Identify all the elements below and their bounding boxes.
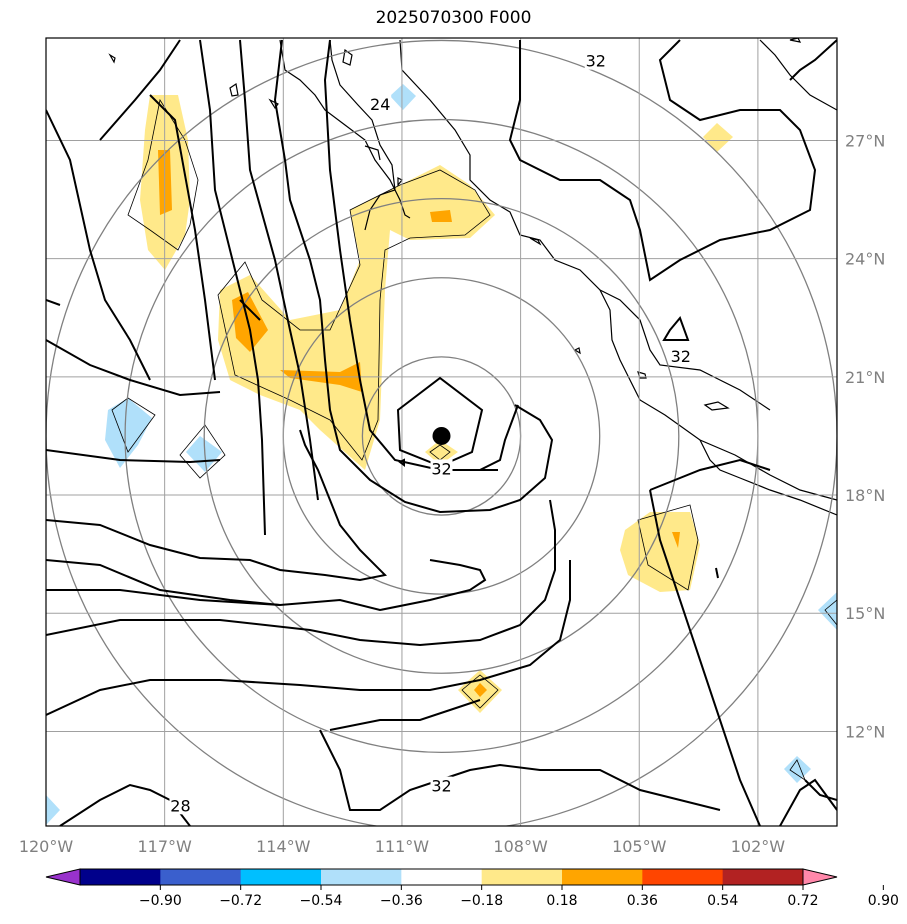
map-title: 2025070300 F000 (375, 8, 532, 28)
colorbar-segment (240, 869, 322, 885)
contour-label-bg (169, 796, 192, 815)
latitude-labels: 12°N 15°N 18°N 21°N 24°N 27°N (845, 131, 885, 741)
shading-outlines (111, 98, 837, 782)
colorbar-segment (722, 869, 804, 885)
graticule (46, 38, 837, 826)
colorbar-segment (160, 869, 242, 885)
longitude-tick-label: 120°W (19, 837, 74, 856)
colorbar-extend-low (45, 868, 81, 886)
plot-frame (45, 37, 838, 827)
colorbar-segment (80, 869, 161, 885)
negative-shading (46, 84, 837, 825)
latitude-tick-label: 12°N (845, 722, 885, 741)
contour-label: 24 (370, 95, 390, 114)
longitude-tick-label: 102°W (731, 837, 786, 856)
storm-center-marker (432, 426, 451, 445)
contour-label-bg (430, 776, 453, 795)
contour-label-bg (369, 94, 392, 113)
latitude-tick-label: 15°N (845, 604, 885, 623)
contour-label-bg (669, 347, 692, 366)
contour-labels: 32 24 32 32 32 28 (169, 51, 692, 815)
colorbar-tick-label: −0.36 (380, 893, 423, 909)
colorbar-tick-label: 0.72 (787, 893, 818, 909)
longitude-labels: 120°W 117°W 114°W 111°W 108°W 105°W 102°W (19, 837, 785, 856)
colorbar: −0.90 −0.72 −0.54 −0.36 −0.18 0.18 0.36 0.54 0.7… (45, 868, 899, 909)
colorbar-tick-label: 0.18 (546, 893, 577, 909)
colorbar-tick-label: 0.54 (707, 893, 738, 909)
latitude-tick-label: 24°N (845, 250, 885, 269)
longitude-tick-label: 114°W (256, 837, 311, 856)
latitude-tick-label: 21°N (845, 368, 885, 387)
colorbar-tick-label: −0.90 (139, 893, 182, 909)
longitude-tick-label: 108°W (493, 837, 548, 856)
colorbar-tick-label: 0.36 (627, 893, 658, 909)
colorbar-segment (562, 869, 643, 885)
colorbar-segment (642, 869, 724, 885)
colorbar-tick-label: −0.18 (460, 893, 503, 909)
colorbar-segment (401, 869, 483, 885)
latitude-tick-label: 27°N (845, 131, 885, 150)
contour-label-bg (430, 459, 453, 478)
colorbar-segment (321, 869, 402, 885)
range-ring (46, 39, 837, 826)
colorbar-tick-label: 0.90 (868, 893, 899, 909)
contour-label: 32 (431, 459, 451, 478)
longitude-tick-label: 117°W (137, 837, 192, 856)
contour-label: 32 (586, 52, 606, 71)
contours (46, 39, 837, 826)
longitude-tick-label: 105°W (612, 837, 667, 856)
colorbar-tick-label: −0.72 (219, 893, 262, 909)
contour-label: 32 (431, 777, 451, 796)
longitude-tick-label: 111°W (375, 837, 430, 856)
contour-label-bg (584, 51, 607, 70)
colorbar-segment (481, 869, 563, 885)
colorbar-tick-label: −0.54 (300, 893, 343, 909)
contour-label: 28 (170, 796, 190, 815)
colorbar-extend-high (802, 868, 838, 886)
colorbar-frame (79, 868, 804, 886)
contour-label: 32 (671, 347, 691, 366)
latitude-tick-label: 18°N (845, 486, 885, 505)
range-ring (203, 197, 680, 674)
